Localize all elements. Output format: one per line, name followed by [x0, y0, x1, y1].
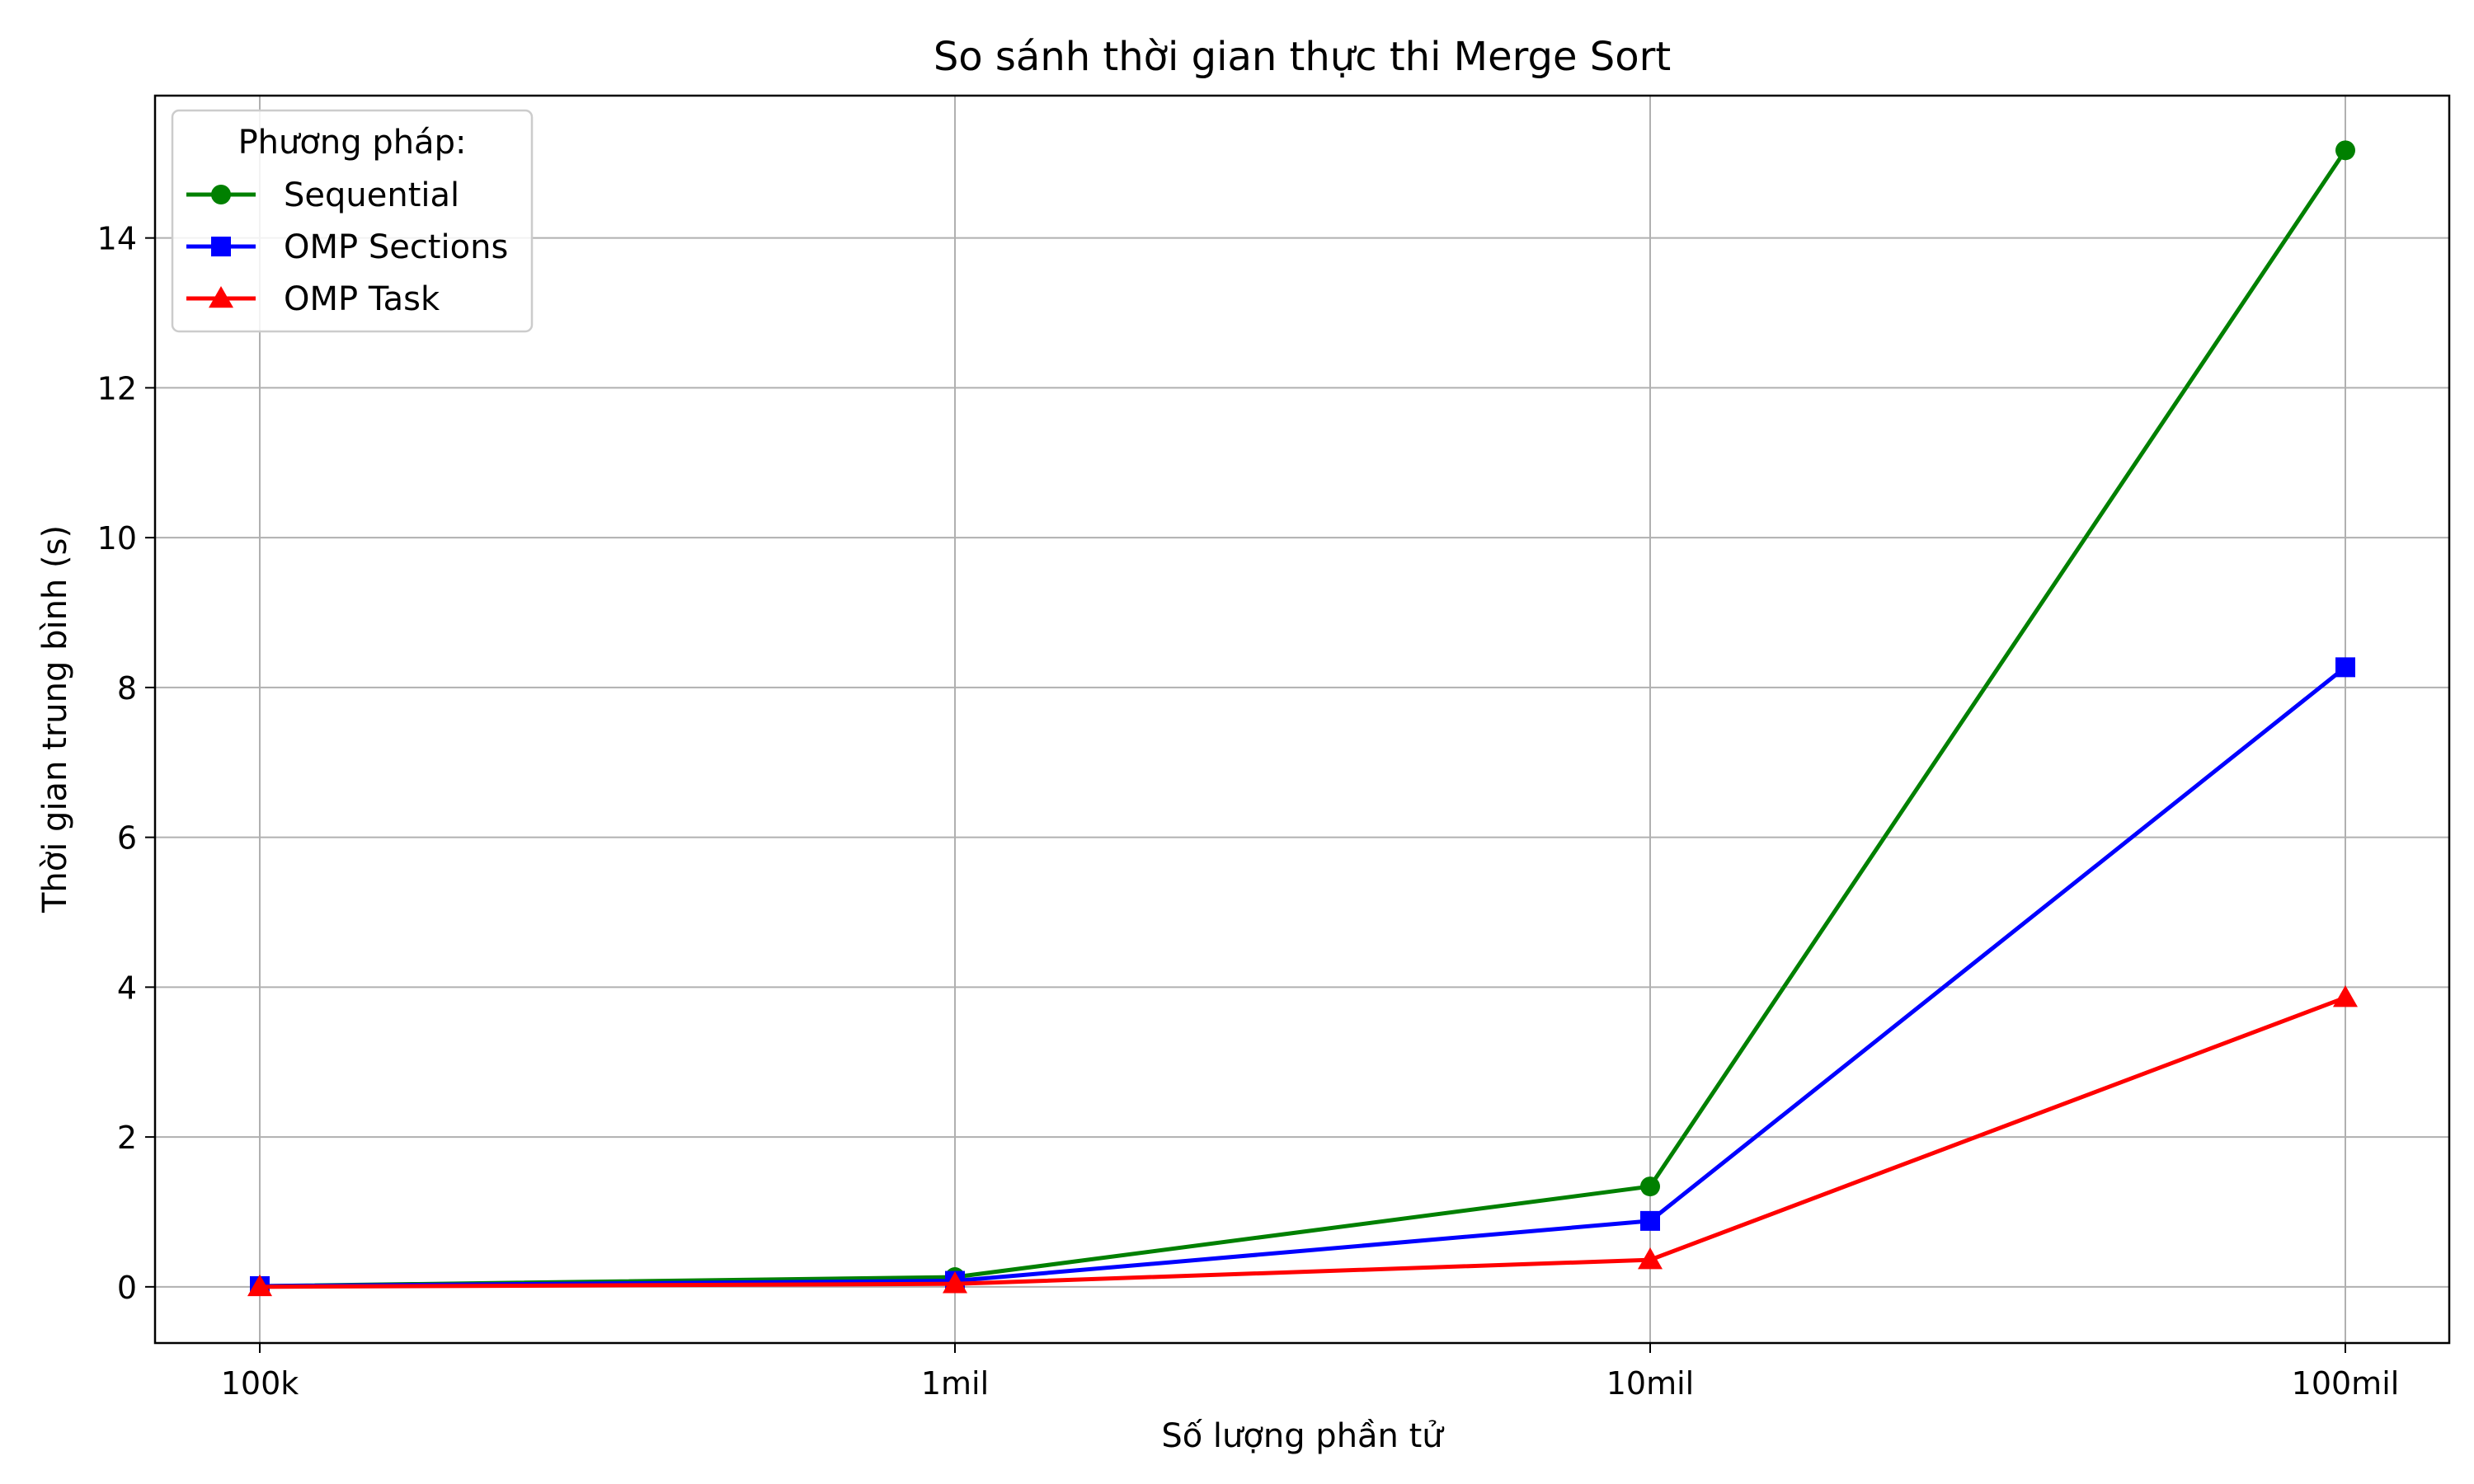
y-tick-label: 6 [117, 820, 137, 857]
data-point-sequential [1640, 1176, 1660, 1197]
chart-title: So sánh thời gian thực thi Merge Sort [934, 34, 1671, 80]
gridlines [155, 96, 2449, 1343]
x-tick-label: 1mil [921, 1365, 989, 1402]
legend-box [171, 109, 534, 333]
legend-entry-omp-sections: OMP Sections [186, 228, 508, 266]
y-tick-label: 12 [97, 370, 137, 406]
axis-ticks: 100k 1mil 10mil 100mil 0 2 4 6 8 10 12 14 [97, 221, 2400, 1402]
x-tick-label: 100k [221, 1365, 299, 1402]
data-point-omp-task [247, 1274, 272, 1297]
legend-label: OMP Sections [284, 228, 508, 266]
legend-swatch-marker [211, 237, 231, 256]
legend-swatch-marker [211, 185, 231, 204]
data-point-omp-task [2333, 985, 2358, 1007]
legend-entry-omp-task: OMP Task [186, 280, 440, 318]
legend-label: Sequential [284, 176, 459, 214]
legend: Phương pháp: Sequential OMP Sections OMP T… [171, 109, 534, 333]
data-point-omp-sections [1640, 1210, 1660, 1231]
y-tick-label: 0 [117, 1270, 137, 1306]
y-tick-label: 4 [117, 970, 137, 1006]
y-tick-label: 8 [117, 670, 137, 707]
data-point-omp-task [943, 1271, 967, 1294]
legend-entry-sequential: Sequential [186, 176, 459, 214]
x-axis-label: Số lượng phần tử [1161, 1417, 1445, 1455]
series-omp-task [247, 985, 2358, 1297]
data-point-omp-sections [2335, 657, 2355, 678]
y-axis-label: Thời gian trung bình (s) [36, 525, 74, 913]
legend-label: OMP Task [284, 280, 440, 318]
y-tick-label: 10 [97, 520, 137, 556]
legend-swatch-marker [209, 286, 233, 308]
y-tick-label: 14 [97, 221, 137, 257]
series-line-omp-task [259, 995, 2346, 1289]
legend-entries: Sequential OMP Sections OMP Task [186, 176, 508, 318]
x-tick-label: 10mil [1606, 1365, 1695, 1402]
y-tick-label: 2 [117, 1120, 137, 1156]
data-point-omp-task [1638, 1247, 1663, 1270]
series-group [247, 140, 2358, 1297]
legend-title: Phương pháp: [238, 124, 467, 162]
data-point-sequential [2335, 140, 2355, 161]
plot-area-frame [153, 94, 2451, 1345]
x-tick-label: 100mil [2292, 1365, 2400, 1402]
